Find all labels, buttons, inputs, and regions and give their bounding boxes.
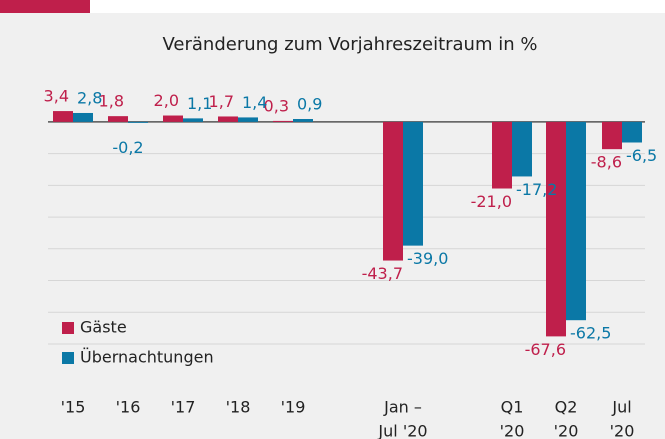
x-tick-label: Q2	[555, 398, 578, 417]
bar	[602, 121, 622, 150]
x-tick-label: Jan –	[383, 398, 422, 417]
bar	[128, 121, 148, 123]
bar	[218, 116, 238, 122]
x-tick-label: '16	[116, 398, 141, 417]
bar	[546, 121, 566, 337]
value-label: -21,0	[471, 192, 512, 211]
x-tick-label: Q1	[501, 398, 524, 417]
x-tick-label: '20	[610, 422, 635, 439]
legend-label: Übernachtungen	[80, 348, 214, 367]
bar	[238, 117, 258, 122]
x-tick-label: Jul	[611, 398, 631, 417]
value-label: 1,8	[99, 92, 124, 111]
chart-title: Veränderung zum Vorjahreszeitraum in %	[163, 34, 538, 55]
bar	[566, 121, 586, 321]
bar	[108, 116, 128, 122]
value-label: 3,4	[44, 87, 69, 106]
bar	[512, 121, 532, 177]
value-label: 0,9	[297, 95, 322, 114]
value-label: 1,7	[209, 92, 234, 111]
value-label: -6,5	[626, 146, 657, 165]
bar	[293, 119, 313, 122]
bar	[492, 121, 512, 189]
bar	[53, 111, 73, 122]
value-label: -17,2	[516, 180, 557, 199]
value-label: 1,1	[187, 94, 212, 113]
value-label: -0,2	[112, 138, 143, 157]
legend-label: Gäste	[80, 318, 127, 337]
x-tick-label: '20	[554, 422, 579, 439]
legend-swatch	[62, 322, 74, 334]
bar	[403, 121, 423, 246]
value-label: 1,4	[242, 93, 267, 112]
x-tick-label: '19	[281, 398, 306, 417]
bar	[163, 115, 183, 122]
legend-swatch	[62, 352, 74, 364]
bar	[622, 121, 642, 143]
bar	[273, 120, 293, 122]
value-label: 0,3	[264, 96, 289, 115]
x-tick-label: '20	[500, 422, 525, 439]
value-label: -67,6	[525, 340, 566, 359]
value-label: 2,8	[77, 88, 102, 107]
value-label: 2,0	[154, 91, 179, 110]
top-strip	[0, 0, 665, 13]
bar	[383, 121, 403, 261]
x-tick-label: '15	[61, 398, 86, 417]
bar	[183, 118, 203, 122]
value-label: -8,6	[591, 153, 622, 172]
value-label: -43,7	[362, 264, 403, 283]
value-label: -62,5	[570, 324, 611, 343]
x-tick-label: Jul '20	[377, 422, 427, 439]
top-tab	[0, 0, 90, 13]
bar	[73, 112, 93, 122]
x-tick-label: '17	[171, 398, 196, 417]
value-label: -39,0	[407, 249, 448, 268]
x-tick-label: '18	[226, 398, 251, 417]
